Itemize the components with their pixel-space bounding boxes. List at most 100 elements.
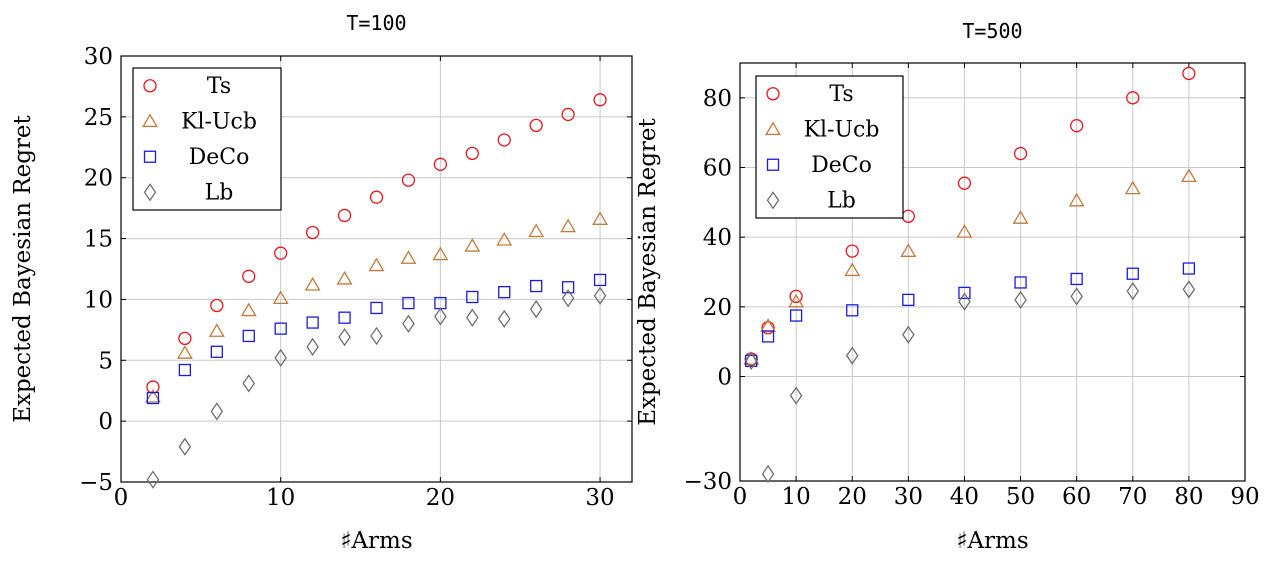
data-point bbox=[400, 250, 417, 264]
legend-box bbox=[132, 67, 282, 211]
data-point bbox=[1180, 168, 1197, 183]
data-point bbox=[845, 244, 859, 258]
legend-label: Lb bbox=[205, 180, 234, 205]
series-ts bbox=[744, 66, 1196, 366]
y-tick-label: 5 bbox=[98, 348, 113, 374]
data-point bbox=[496, 231, 513, 246]
legend-label: DeCo bbox=[189, 145, 250, 170]
data-point bbox=[178, 363, 192, 377]
data-point bbox=[957, 176, 972, 190]
data-point bbox=[744, 351, 758, 370]
data-point bbox=[433, 157, 448, 171]
series-kl-ucb bbox=[145, 211, 608, 403]
data-point bbox=[900, 243, 917, 257]
y-tick-label: 15 bbox=[84, 227, 113, 253]
y-axis-label: Expected Bayesian Regret bbox=[10, 114, 36, 422]
series-lb bbox=[146, 286, 607, 489]
data-point bbox=[902, 325, 915, 344]
legend-marker bbox=[143, 183, 157, 202]
legend: Ts Kl-Ucb DeCo Lb bbox=[755, 75, 904, 219]
data-point bbox=[845, 346, 859, 365]
data-point bbox=[434, 307, 447, 326]
y-tick-label: 80 bbox=[703, 86, 732, 112]
data-point bbox=[208, 323, 225, 337]
data-point bbox=[465, 146, 479, 161]
data-point bbox=[337, 208, 352, 223]
data-point bbox=[176, 345, 193, 359]
data-point bbox=[1126, 91, 1140, 105]
y-tick-label: 20 bbox=[84, 166, 113, 192]
data-point bbox=[305, 225, 320, 240]
legend-label: DeCo bbox=[811, 153, 872, 178]
data-point bbox=[1014, 290, 1027, 310]
data-point bbox=[498, 285, 511, 299]
data-point bbox=[529, 118, 543, 133]
x-tick-label: 20 bbox=[426, 485, 455, 511]
data-point bbox=[145, 389, 161, 403]
data-point bbox=[146, 391, 160, 405]
legend-marker bbox=[766, 191, 780, 210]
data-point bbox=[402, 296, 415, 310]
x-tick-label: 90 bbox=[1230, 484, 1259, 510]
series-ts bbox=[146, 93, 607, 394]
data-point bbox=[788, 293, 805, 308]
x-tick-label: 0 bbox=[114, 485, 129, 511]
legend-marker bbox=[142, 113, 158, 128]
data-point bbox=[370, 326, 383, 346]
data-point bbox=[561, 289, 575, 308]
data-point bbox=[593, 93, 607, 107]
x-tick-label: 80 bbox=[1174, 484, 1203, 510]
data-point bbox=[466, 308, 479, 327]
data-point bbox=[1182, 280, 1196, 299]
legend-box bbox=[755, 75, 904, 219]
data-point bbox=[306, 316, 319, 329]
data-point bbox=[530, 279, 543, 293]
data-point bbox=[242, 374, 256, 393]
data-point bbox=[1070, 119, 1084, 133]
series-deco bbox=[745, 262, 1196, 367]
data-point bbox=[1182, 262, 1196, 275]
data-point bbox=[561, 281, 575, 294]
x-tick-label: 10 bbox=[266, 485, 295, 511]
data-point bbox=[528, 223, 545, 238]
data-point bbox=[497, 309, 511, 329]
legend-marker bbox=[143, 150, 157, 163]
data-point bbox=[1070, 272, 1083, 286]
data-point bbox=[560, 218, 577, 233]
data-point bbox=[336, 270, 353, 285]
data-point bbox=[1126, 282, 1140, 301]
data-point bbox=[338, 311, 351, 324]
x-tick-label: 10 bbox=[781, 484, 810, 510]
data-point bbox=[242, 329, 255, 343]
plot-frame bbox=[120, 55, 633, 483]
y-tick-label: 40 bbox=[703, 225, 732, 251]
data-point bbox=[761, 330, 775, 343]
y-tick-label: 0 bbox=[717, 365, 732, 391]
data-point bbox=[369, 190, 384, 204]
data-point bbox=[958, 292, 971, 311]
data-point bbox=[466, 290, 479, 304]
x-tick-label: 70 bbox=[1118, 484, 1147, 510]
legend: Ts Kl-Ucb DeCo Lb bbox=[132, 67, 282, 211]
data-point bbox=[902, 293, 915, 307]
x-tick-label: 30 bbox=[894, 484, 923, 510]
y-tick-label: −5 bbox=[79, 470, 113, 496]
data-point bbox=[402, 314, 415, 333]
data-point bbox=[592, 211, 608, 225]
data-point bbox=[240, 302, 257, 317]
data-point bbox=[761, 321, 775, 335]
data-point bbox=[529, 300, 543, 319]
data-point bbox=[1013, 146, 1028, 161]
data-point bbox=[146, 470, 160, 489]
data-point bbox=[761, 464, 775, 484]
data-point bbox=[274, 348, 287, 367]
data-point bbox=[401, 173, 416, 187]
data-point bbox=[242, 269, 256, 283]
data-point bbox=[1182, 66, 1196, 81]
data-point bbox=[1068, 192, 1085, 207]
data-point bbox=[1014, 276, 1027, 289]
chart-title: T=100 bbox=[346, 11, 406, 35]
legend-label: Lb bbox=[827, 188, 856, 213]
data-point bbox=[1124, 180, 1141, 195]
